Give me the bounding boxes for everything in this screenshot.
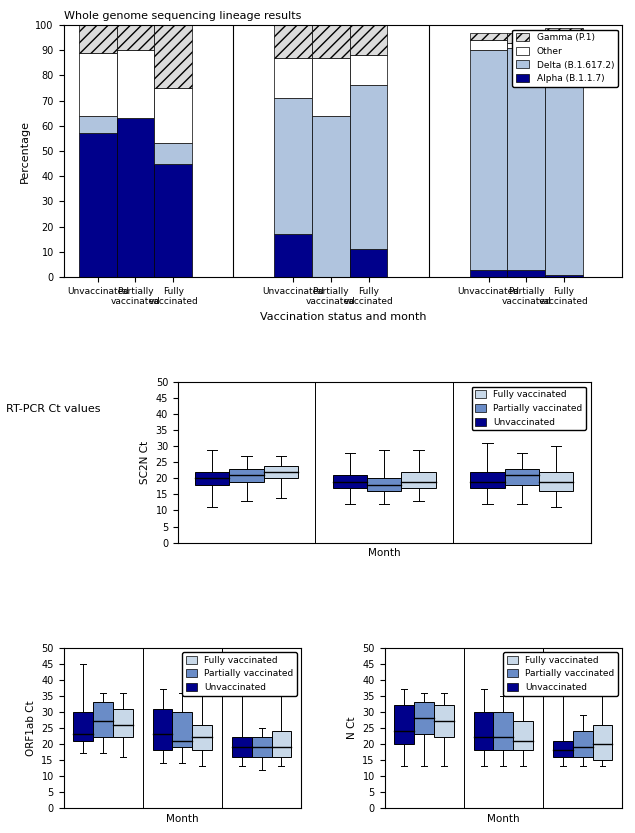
Bar [232,737,251,756]
Bar [274,98,312,234]
Bar [154,25,192,88]
Bar [414,702,434,734]
Bar [264,466,298,478]
Bar [470,40,507,50]
Bar [493,711,513,751]
Bar [251,737,272,756]
Bar [117,25,154,50]
Bar [350,249,387,277]
Y-axis label: N Ct: N Ct [347,716,357,739]
Legend: Fully vaccinated, Partially vaccinated, Unvaccinated: Fully vaccinated, Partially vaccinated, … [182,652,297,696]
Bar [79,52,117,116]
Bar [470,32,507,40]
Bar [117,50,154,118]
Bar [93,702,113,737]
Bar [79,133,117,277]
Bar [173,711,192,747]
Bar [312,25,350,57]
Bar [545,275,583,277]
Legend: Fully vaccinated, Partially vaccinated, Unvaccinated: Fully vaccinated, Partially vaccinated, … [472,387,586,431]
Bar [117,118,154,277]
Text: RT-PCR Ct values: RT-PCR Ct values [6,404,101,414]
X-axis label: Month: Month [487,814,519,824]
Bar [79,25,117,52]
Bar [507,47,545,270]
Bar [592,725,612,760]
Bar [113,709,133,737]
X-axis label: Month: Month [166,814,199,824]
Bar [470,270,507,277]
Bar [79,116,117,133]
Bar [154,163,192,277]
Bar [154,88,192,143]
Y-axis label: Percentage: Percentage [20,120,30,182]
Text: Whole genome sequencing lineage results: Whole genome sequencing lineage results [64,12,301,22]
Bar [154,143,192,163]
Bar [367,478,401,491]
X-axis label: Month: Month [368,548,401,558]
Bar [350,55,387,86]
Bar [312,116,350,277]
Y-axis label: SC2N Ct: SC2N Ct [140,441,150,484]
Bar [507,42,545,47]
Bar [195,472,229,485]
Bar [470,472,505,488]
Bar [274,25,312,57]
Bar [74,711,93,741]
Bar [507,32,545,42]
Bar [573,731,592,756]
Bar [152,709,173,751]
Bar [470,50,507,270]
Bar [553,741,573,756]
X-axis label: Vaccination status and month: Vaccination status and month [260,312,426,322]
Bar [312,57,350,116]
Bar [274,234,312,277]
Bar [333,475,367,488]
Bar [507,270,545,277]
Bar [505,469,539,485]
Bar [539,472,573,491]
Bar [272,731,291,756]
Bar [192,725,212,751]
Bar [545,27,583,45]
Bar [474,711,493,751]
Bar [434,706,454,737]
Bar [274,57,312,98]
Legend: Gamma (P.1), Other, Delta (B.1.617.2), Alpha (B.1.1.7): Gamma (P.1), Other, Delta (B.1.617.2), A… [512,29,618,87]
Bar [350,25,387,55]
Legend: Fully vaccinated, Partially vaccinated, Unvaccinated: Fully vaccinated, Partially vaccinated, … [504,652,618,696]
Y-axis label: ORF1ab Ct: ORF1ab Ct [26,700,36,756]
Bar [401,472,436,488]
Bar [545,45,583,275]
Bar [394,706,414,744]
Bar [350,86,387,249]
Bar [229,469,264,481]
Bar [513,721,533,751]
